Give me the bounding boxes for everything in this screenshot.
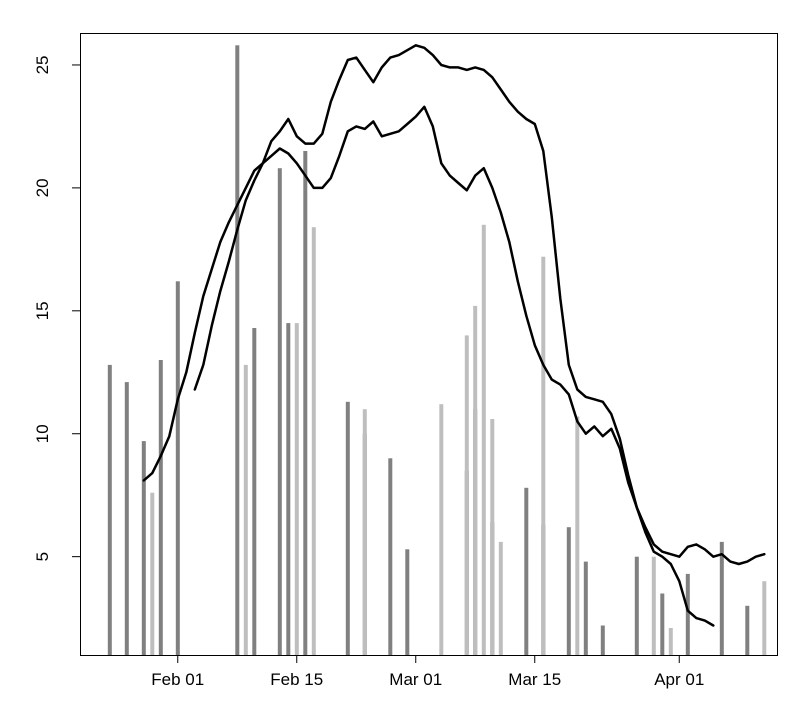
plot-area-frame [80,33,778,656]
x-tick-label: Feb 15 [270,670,323,689]
y-tick-label: 10 [33,424,52,443]
bar [481,224,486,656]
bar [566,527,571,655]
y-tick-label: 25 [33,55,52,74]
x-tick-label: Mar 01 [389,670,442,689]
bar [541,256,546,655]
bar [745,605,750,655]
bar [107,364,112,655]
y-axis: 5 10 15 20 25 [33,55,80,561]
bar [575,416,580,655]
bar [286,323,291,655]
bar [345,401,350,655]
bar-series-group [107,45,767,656]
x-tick-label: Mar 15 [508,670,561,689]
bar [762,581,767,655]
bar [464,335,469,655]
bar [277,168,282,655]
bar [685,573,690,655]
line-series-group [142,44,766,627]
bar [668,628,673,655]
bar [175,281,180,655]
bar [150,492,155,655]
bar [651,556,656,655]
y-tick-label: 15 [33,301,52,320]
bar [141,441,146,655]
bar [490,419,495,655]
bar [473,305,478,655]
x-tick-label: Apr 01 [654,670,704,689]
bar [660,593,665,655]
x-tick-label: Feb 01 [151,670,204,689]
bar [311,227,316,655]
y-tick-label: 20 [33,178,52,197]
bar [405,549,410,655]
series-line [142,105,766,566]
bar [235,45,240,656]
bar [719,541,724,655]
bar [634,556,639,655]
bar [524,487,529,655]
bar [583,561,588,655]
series-line [193,44,715,627]
x-axis: Feb 01 Feb 15 Mar 01 Mar 15 Apr 01 [151,655,704,689]
y-tick-label: 5 [33,552,52,561]
bar [498,541,503,655]
bar [243,364,248,655]
bar [294,323,299,655]
bar [600,625,605,655]
bar [252,328,257,655]
bar [303,151,308,655]
bar [439,404,444,655]
bar [388,458,393,655]
bar [362,409,367,655]
bar [158,360,163,655]
bar [124,382,129,655]
